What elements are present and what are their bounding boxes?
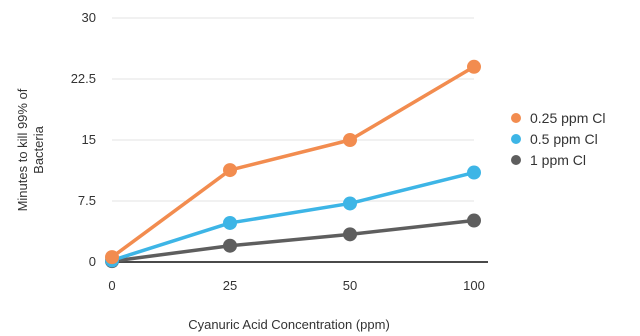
legend-item: 0.25 ppm Cl — [511, 110, 605, 126]
x-tick-label: 0 — [108, 278, 115, 293]
data-point — [105, 250, 119, 265]
x-tick-label: 25 — [223, 278, 237, 293]
y-tick-label: 7.5 — [78, 193, 96, 208]
data-point — [467, 59, 481, 74]
x-tick-label: 100 — [463, 278, 485, 293]
legend-item: 1 ppm Cl — [511, 152, 586, 168]
legend-marker — [511, 134, 521, 144]
y-tick-label: 0 — [89, 254, 96, 269]
y-axis-label-line-2: Bacteria — [31, 125, 46, 173]
legend-label: 0.5 ppm Cl — [530, 131, 598, 147]
data-point — [467, 165, 481, 180]
x-tick-label: 50 — [343, 278, 357, 293]
legend-label: 0.25 ppm Cl — [530, 110, 605, 126]
y-tick-label: 15 — [82, 132, 96, 147]
y-tick-labels: 0 7.5 15 22.5 30 — [71, 10, 96, 269]
y-tick-label: 22.5 — [71, 71, 96, 86]
y-axis-label-line-1: Minutes to kill 99% of — [15, 88, 30, 211]
legend-marker — [511, 113, 521, 123]
data-point — [343, 227, 357, 242]
data-point — [343, 196, 357, 211]
data-point — [223, 215, 237, 230]
data-point — [343, 133, 357, 147]
series-line — [110, 218, 476, 263]
series-0 — [105, 59, 481, 265]
series-line — [110, 170, 476, 263]
legend-item: 0.5 ppm Cl — [511, 131, 598, 147]
series-line — [110, 65, 476, 259]
data-point — [223, 163, 237, 178]
series — [105, 59, 481, 269]
series-1 — [105, 165, 481, 268]
legend: 0.25 ppm Cl 0.5 ppm Cl 1 ppm Cl — [511, 110, 605, 168]
y-tick-label: 30 — [82, 10, 96, 25]
data-point — [223, 238, 237, 253]
x-tick-labels: 0 25 50 100 — [108, 278, 484, 293]
legend-label: 1 ppm Cl — [530, 152, 586, 168]
data-point — [467, 213, 481, 228]
x-axis-label: Cyanuric Acid Concentration (ppm) — [188, 317, 390, 332]
legend-marker — [511, 155, 521, 165]
grid-lines — [112, 17, 474, 202]
